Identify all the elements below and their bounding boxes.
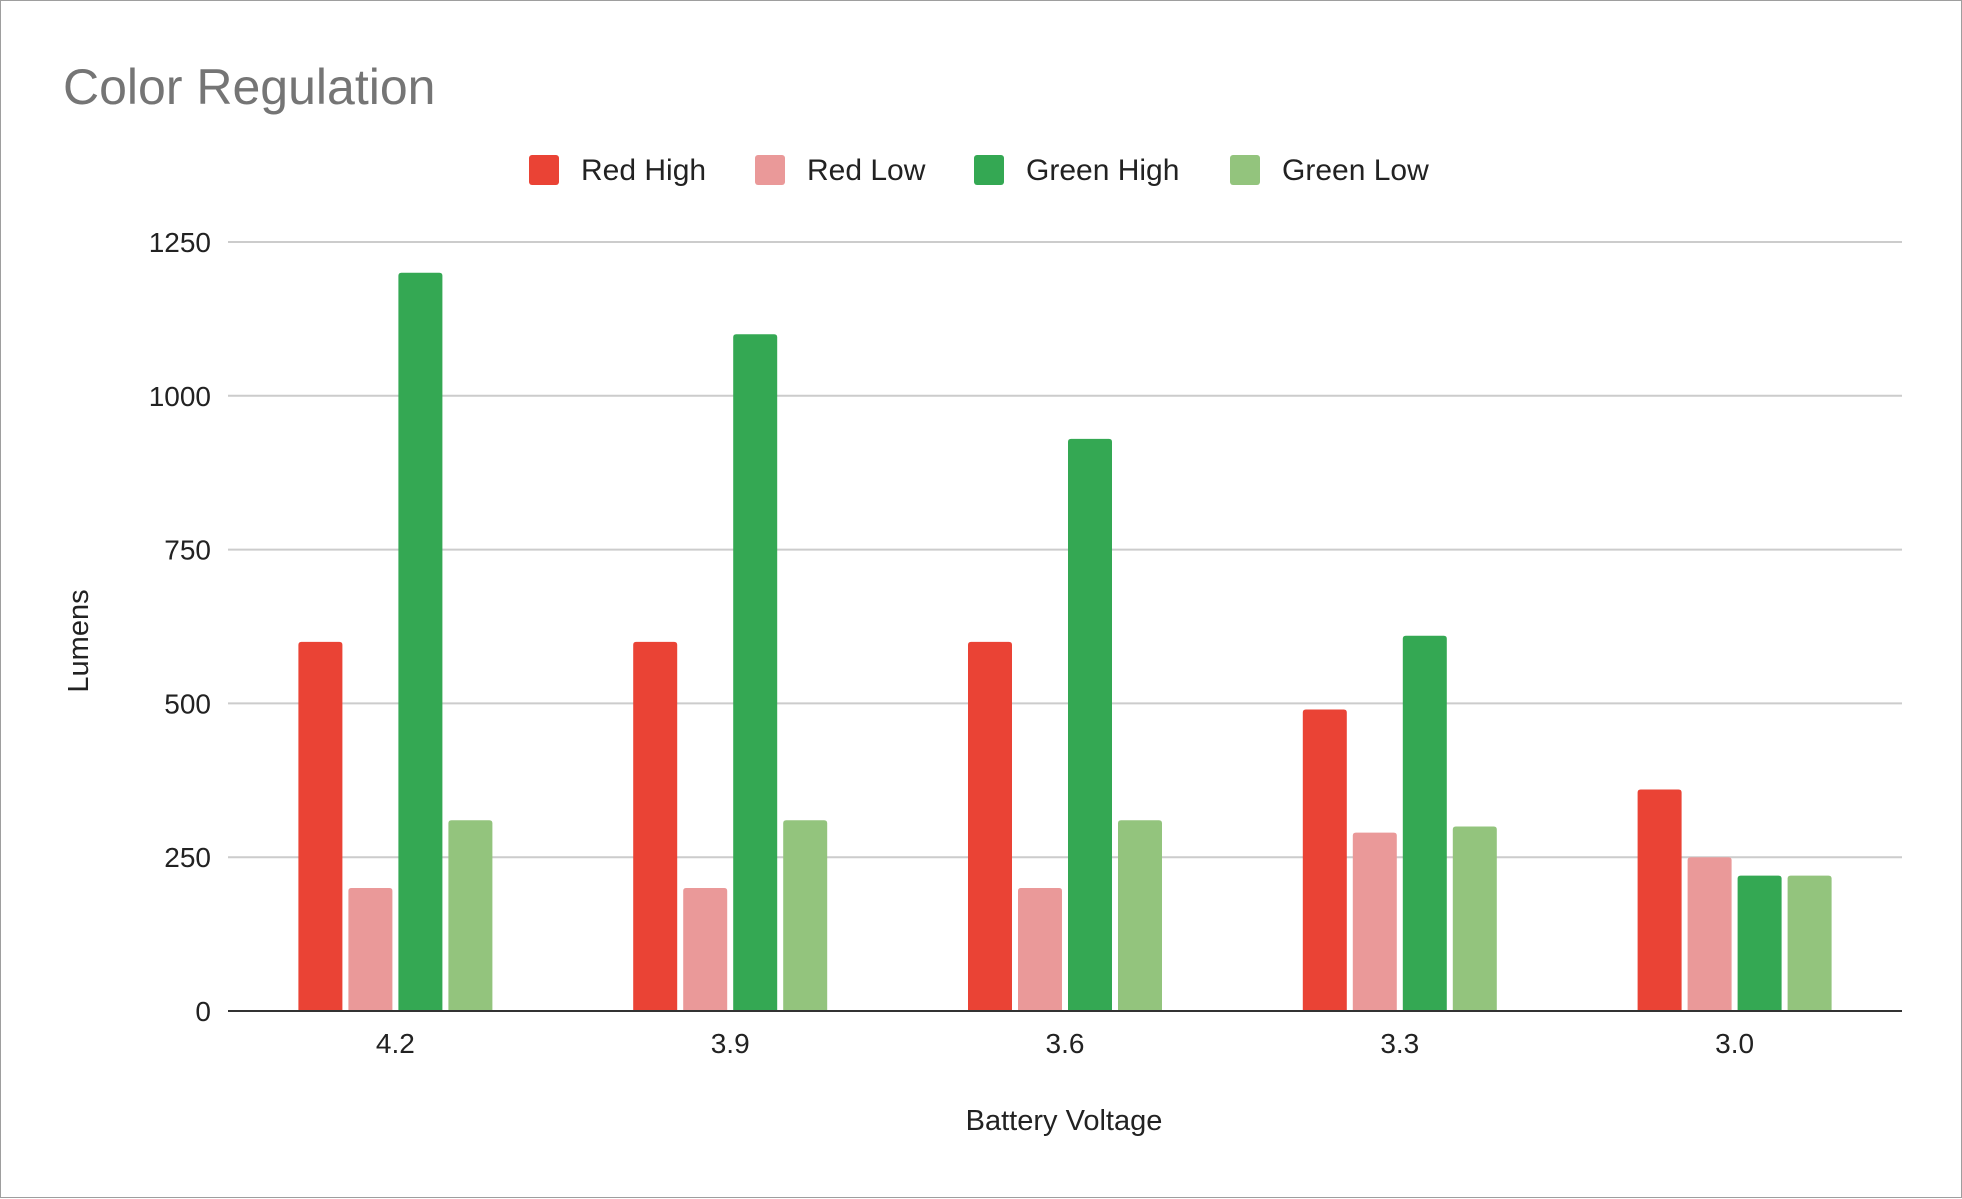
bar-red-high-3-6 bbox=[968, 641, 1012, 1011]
bar-green-high-3-9 bbox=[733, 334, 778, 1011]
bar-green-low-3-9 bbox=[783, 820, 828, 1011]
bar-red-low-3-0 bbox=[1687, 857, 1732, 1011]
bar-green-high-3-0 bbox=[1737, 875, 1782, 1011]
bar-green-low-4-2 bbox=[448, 820, 493, 1011]
x-tick-label: 3.9 bbox=[711, 1028, 750, 1059]
bar-green-low-3-3 bbox=[1452, 826, 1497, 1011]
bar-green-high-4-2 bbox=[398, 272, 443, 1011]
bar-green-high-3-6 bbox=[1068, 438, 1112, 1011]
bar-red-high-3-3 bbox=[1302, 709, 1347, 1011]
bar-green-high-3-3 bbox=[1402, 635, 1447, 1011]
y-tick-label: 0 bbox=[195, 996, 211, 1027]
y-tick-label: 500 bbox=[164, 688, 211, 719]
legend-swatch bbox=[529, 155, 559, 185]
bar-red-high-4-2 bbox=[298, 641, 343, 1011]
x-axis-ticks: 4.2 3.9 3.6 3.3 3.0 bbox=[376, 1028, 1754, 1059]
bar-green-low-3-0 bbox=[1787, 875, 1832, 1011]
x-tick-label: 3.0 bbox=[1715, 1028, 1754, 1059]
legend: Red High Red Low Green High Green Low bbox=[529, 154, 1429, 187]
gridlines bbox=[228, 241, 1902, 859]
y-axis-title: Lumens bbox=[63, 589, 95, 692]
bar-green-low-3-6 bbox=[1118, 820, 1162, 1011]
y-tick-label: 750 bbox=[164, 535, 211, 566]
chart-title: Color Regulation bbox=[63, 59, 435, 115]
bar-red-high-3-9 bbox=[633, 641, 678, 1011]
y-tick-label: 1000 bbox=[149, 381, 211, 412]
legend-label: Red Low bbox=[807, 154, 926, 187]
legend-label: Green Low bbox=[1282, 154, 1429, 187]
x-axis-title: Battery Voltage bbox=[966, 1105, 1163, 1137]
bar-red-low-3-3 bbox=[1352, 832, 1397, 1011]
bar-red-high-3-0 bbox=[1637, 789, 1682, 1011]
x-tick-label: 3.6 bbox=[1046, 1028, 1085, 1059]
x-tick-label: 4.2 bbox=[376, 1028, 415, 1059]
legend-swatch bbox=[1230, 155, 1260, 185]
legend-label: Red High bbox=[581, 154, 706, 187]
y-axis-ticks: 0 250 500 750 1000 1250 bbox=[149, 227, 211, 1027]
bar-red-low-3-6 bbox=[1018, 887, 1062, 1011]
bars bbox=[298, 272, 1832, 1011]
y-tick-label: 1250 bbox=[149, 227, 211, 258]
y-tick-label: 250 bbox=[164, 842, 211, 873]
legend-swatch bbox=[755, 155, 785, 185]
bar-red-low-3-9 bbox=[683, 887, 728, 1011]
bar-red-low-4-2 bbox=[348, 887, 393, 1011]
legend-label: Green High bbox=[1026, 154, 1179, 187]
legend-swatch bbox=[974, 155, 1004, 185]
x-tick-label: 3.3 bbox=[1380, 1028, 1419, 1059]
